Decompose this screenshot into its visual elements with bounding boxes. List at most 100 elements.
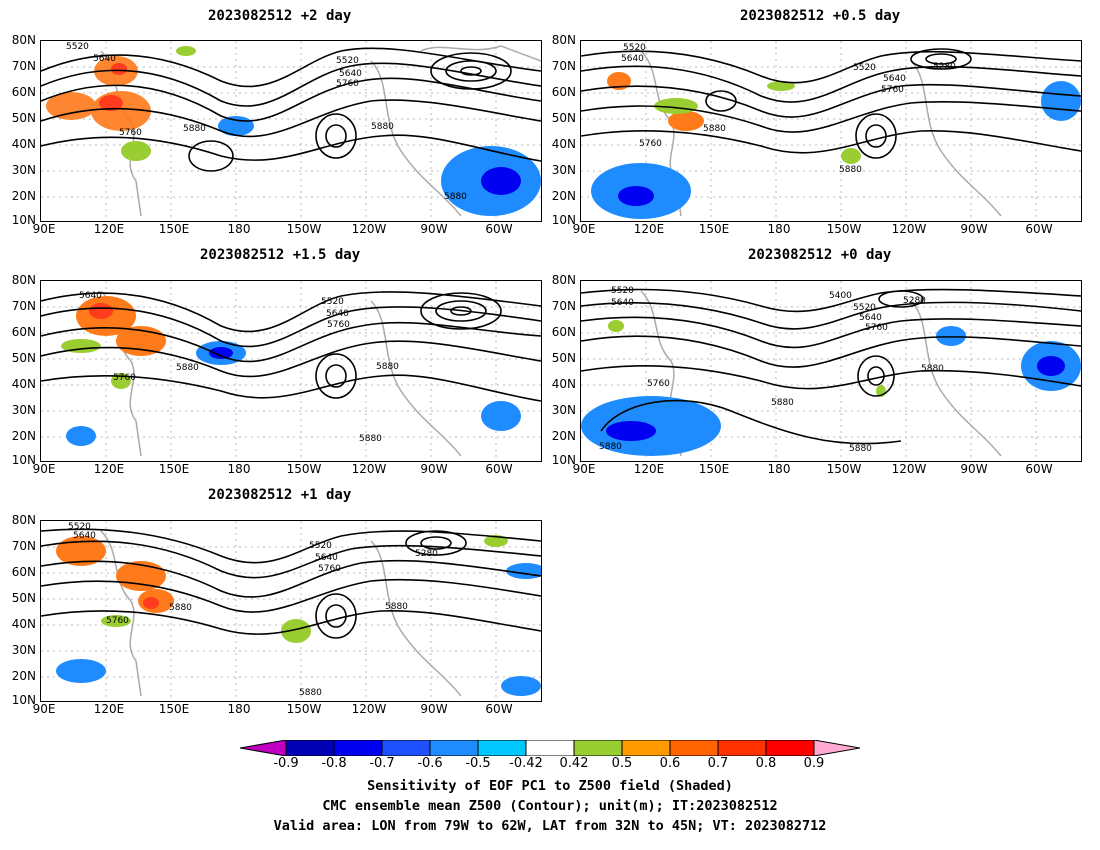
contour-label: 5880 (599, 442, 622, 452)
colorbar-segment (239, 739, 287, 757)
lat-tick: 70N (11, 59, 36, 73)
contour-label: 5640 (73, 531, 96, 541)
contour-label: 5760 (639, 139, 662, 149)
lat-tick: 70N (11, 539, 36, 553)
lat-tick: 30N (11, 403, 36, 417)
lat-tick: 10N (551, 453, 576, 467)
colorbar-segment (429, 739, 479, 757)
contour-label: 5760 (119, 128, 142, 138)
contour-label: 5880 (849, 444, 872, 454)
contour-label: 5880 (376, 362, 399, 372)
map-svg: 5520 5640 5760 5880 5400 5280 5520 5640 … (581, 281, 1081, 461)
lon-tick: 150W (826, 222, 862, 236)
colorbar-segment (669, 739, 719, 757)
contour-label: 5760 (865, 323, 888, 333)
contour-label: 5520 (321, 297, 344, 307)
lat-tick: 30N (551, 403, 576, 417)
panel-title: 2023082512 +2 day (208, 8, 352, 24)
lat-tick: 40N (11, 377, 36, 391)
lon-tick: 120W (891, 222, 927, 236)
map-frame: 5520 5640 5760 5880 5520 5640 5760 5880 … (40, 40, 542, 222)
map-svg: 5520 5640 5760 5880 5520 5640 5760 5280 … (581, 41, 1081, 221)
lon-tick: 180 (227, 462, 251, 476)
lat-tick: 60N (11, 325, 36, 339)
lon-tick: 60W (485, 222, 513, 236)
contour-label: 5640 (621, 54, 644, 64)
contour-label: 5640 (79, 291, 102, 301)
lon-tick: 150E (698, 222, 730, 236)
contour-label: 5880 (385, 602, 408, 612)
contour-label: 5640 (339, 69, 362, 79)
lon-tick: 90W (420, 462, 448, 476)
lat-tick: 70N (551, 299, 576, 313)
colorbar-segment (477, 739, 527, 757)
lat-tick: 20N (11, 669, 36, 683)
contour-label: 5760 (327, 320, 350, 330)
lon-tick: 90E (572, 222, 596, 236)
contour-label: 5880 (839, 165, 862, 175)
lon-tick: 150E (158, 222, 190, 236)
lon-tick: 150E (158, 702, 190, 716)
colorbar-label: -0.9 (273, 756, 299, 771)
colorbar-label: -0.5 (465, 756, 491, 771)
lon-tick: 120W (351, 222, 387, 236)
contour-label: 5880 (169, 603, 192, 613)
map-svg: 5520 5640 5760 5880 5520 5640 5760 5280 … (41, 521, 541, 701)
lon-tick: 150E (698, 462, 730, 476)
contour-label: 5640 (315, 553, 338, 563)
contour-label: 5880 (771, 398, 794, 408)
colorbar-label: -0.42 (509, 756, 543, 771)
contour-label: 5880 (359, 434, 382, 444)
lon-tick: 150W (826, 462, 862, 476)
panel-title: 2023082512 +0 day (748, 247, 892, 263)
lat-tick: 80N (551, 273, 576, 287)
lon-tick: 180 (767, 222, 791, 236)
lat-tick: 30N (11, 643, 36, 657)
contour-label: 5760 (647, 379, 670, 389)
map-frame: 5520 5640 5760 5880 5520 5640 5760 5280 … (40, 520, 542, 702)
lon-tick: 90E (32, 222, 56, 236)
contour-label: 5880 (176, 363, 199, 373)
contour-label: 5880 (921, 364, 944, 374)
contour-label: 5520 (853, 63, 876, 73)
lat-tick: 20N (11, 189, 36, 203)
contour-label: 5640 (883, 74, 906, 84)
lon-tick: 150E (158, 462, 190, 476)
lon-tick: 120W (351, 702, 387, 716)
contour-label: 5760 (336, 79, 359, 89)
colorbar-segment (573, 739, 623, 757)
lon-tick: 120E (93, 222, 125, 236)
lat-tick: 60N (551, 85, 576, 99)
panel-title: 2023082512 +1.5 day (200, 247, 361, 263)
lon-tick: 180 (227, 222, 251, 236)
contour-label: 5280 (933, 62, 956, 72)
lat-tick: 50N (551, 111, 576, 125)
caption-line-1: Sensitivity of EOF PC1 to Z500 field (Sh… (367, 778, 733, 794)
colorbar-label: 0.6 (659, 756, 681, 771)
lat-tick: 50N (551, 351, 576, 365)
lat-tick: 80N (551, 33, 576, 47)
lat-tick: 10N (11, 453, 36, 467)
lon-tick: 90E (32, 702, 56, 716)
lon-tick: 60W (1025, 222, 1053, 236)
map-frame: 5640 5760 5880 5520 5640 5760 5880 5880 (40, 280, 542, 462)
lat-tick: 80N (11, 513, 36, 527)
lon-tick: 120E (633, 462, 665, 476)
contour-label: 5640 (326, 309, 349, 319)
colorbar-segment (621, 739, 671, 757)
lon-tick: 180 (767, 462, 791, 476)
colorbar-label: 0.9 (803, 756, 825, 771)
contour-label: 5760 (113, 373, 136, 383)
lat-tick: 40N (11, 617, 36, 631)
lat-tick: 10N (11, 693, 36, 707)
colorbar-label: -0.8 (321, 756, 347, 771)
lon-tick: 90W (960, 222, 988, 236)
colorbar-segment (525, 739, 575, 757)
colorbar-segment (381, 739, 431, 757)
lon-tick: 60W (1025, 462, 1053, 476)
lon-tick: 120W (891, 462, 927, 476)
panel-title: 2023082512 +1 day (208, 487, 352, 503)
map-frame: 5520 5640 5760 5880 5520 5640 5760 5280 … (580, 40, 1082, 222)
lon-tick: 120E (93, 702, 125, 716)
lon-tick: 120E (93, 462, 125, 476)
